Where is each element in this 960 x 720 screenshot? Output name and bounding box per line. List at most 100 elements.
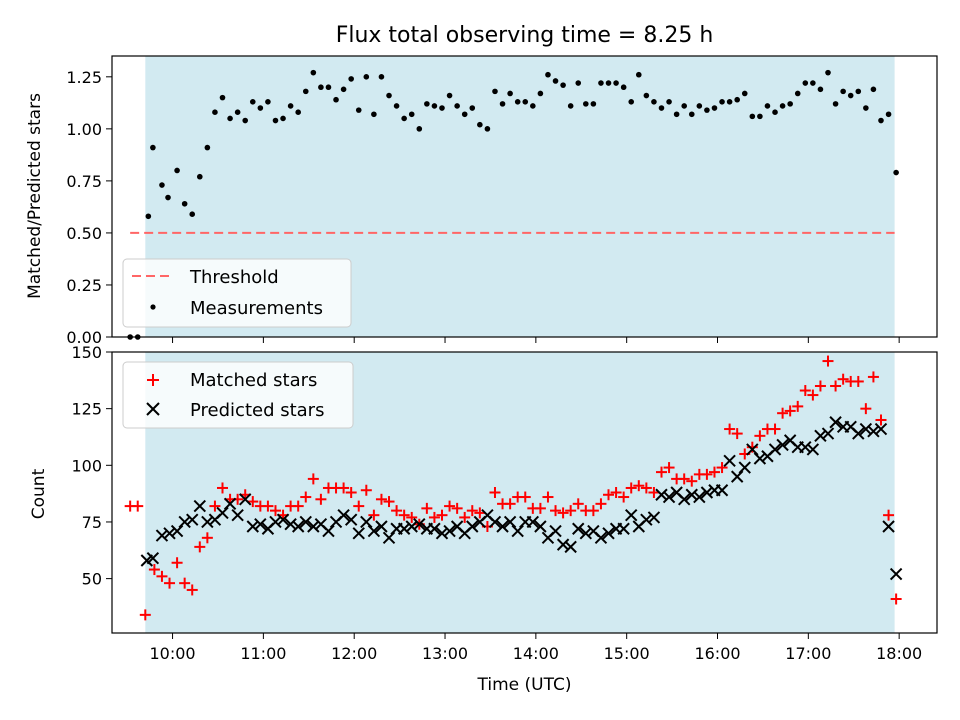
bottom-x-tick-label: 15:00 bbox=[604, 644, 650, 663]
predicted-star-point bbox=[549, 524, 562, 538]
measurement-point bbox=[878, 117, 884, 124]
measurement-point bbox=[416, 126, 423, 132]
measurement-point bbox=[431, 103, 438, 109]
matched-star-point bbox=[830, 380, 842, 392]
matched-star-point bbox=[353, 500, 365, 512]
bottom-x-tick-label: 12:00 bbox=[331, 644, 377, 663]
matched-star-point bbox=[148, 564, 160, 576]
measurement-point bbox=[734, 96, 740, 103]
matched-star-point bbox=[557, 507, 569, 519]
matched-star-point bbox=[655, 466, 667, 478]
predicted-star-point bbox=[239, 493, 252, 506]
measurement-point bbox=[477, 121, 483, 128]
top-x-ticks bbox=[172, 337, 900, 343]
measurement-point bbox=[454, 103, 460, 109]
predicted-star-point bbox=[859, 422, 873, 436]
measurement-point bbox=[469, 105, 476, 111]
matched-star-point bbox=[731, 428, 743, 440]
matched-star-point bbox=[262, 500, 274, 512]
bottom-x-tick-label: 16:00 bbox=[694, 644, 740, 663]
measurement-point bbox=[272, 117, 279, 124]
measurement-point bbox=[757, 113, 763, 120]
predicted-star-point bbox=[564, 540, 577, 554]
matched-star-point bbox=[156, 570, 168, 582]
measurement-point bbox=[302, 88, 309, 95]
matched-star-point bbox=[459, 511, 471, 523]
matched-star-point bbox=[164, 577, 176, 589]
matched-star-point bbox=[338, 482, 350, 494]
measurement-point bbox=[620, 84, 627, 91]
measurement-point bbox=[825, 69, 831, 76]
matched-star-point bbox=[209, 500, 221, 512]
measurement-point bbox=[704, 107, 710, 113]
predicted-star-point bbox=[685, 488, 698, 501]
measurement-point bbox=[325, 84, 332, 91]
predicted-star-point bbox=[360, 515, 373, 529]
measurement-point bbox=[810, 80, 816, 86]
bottom-y-axis-label: Count bbox=[29, 468, 49, 519]
legend-threshold-label: Threshold bbox=[189, 267, 279, 288]
measurement-point bbox=[658, 105, 665, 111]
matched-star-point bbox=[625, 482, 637, 494]
matched-star-point bbox=[428, 511, 440, 523]
measurement-point bbox=[174, 167, 180, 174]
predicted-star-point bbox=[201, 515, 214, 529]
bottom-y-tick-label: 50 bbox=[82, 570, 102, 589]
predicted-star-point bbox=[700, 486, 714, 499]
measurement-point bbox=[234, 109, 241, 115]
measurement-point bbox=[598, 80, 604, 86]
predicted-star-point bbox=[382, 531, 396, 545]
top-y-tick-label: 1.25 bbox=[66, 68, 102, 87]
predicted-star-point bbox=[276, 513, 290, 526]
bottom-y-tick-label: 100 bbox=[71, 456, 102, 475]
predicted-star-point bbox=[337, 508, 350, 522]
predicted-star-point bbox=[163, 527, 176, 540]
measurement-point bbox=[408, 111, 415, 118]
measurement-point bbox=[514, 98, 521, 105]
top-y-tick-label: 0.50 bbox=[66, 224, 102, 243]
bottom-x-tick-label: 17:00 bbox=[785, 644, 831, 663]
top-legend-box bbox=[122, 258, 352, 328]
bottom-axes-frame bbox=[111, 351, 938, 634]
measurement-point bbox=[863, 105, 869, 111]
matched-star-point bbox=[860, 403, 872, 415]
matched-star-point bbox=[345, 487, 357, 498]
top-y-tick-label: 0.25 bbox=[66, 276, 102, 295]
predicted-star-point bbox=[413, 518, 426, 531]
measurement-point bbox=[635, 71, 642, 78]
measurement-point bbox=[401, 115, 407, 122]
predicted-star-point bbox=[246, 520, 259, 533]
measurement-point bbox=[333, 96, 339, 103]
predicted-star-point bbox=[594, 531, 608, 545]
measurement-point bbox=[583, 101, 589, 107]
matched-star-point bbox=[269, 505, 281, 517]
measurement-point bbox=[628, 98, 635, 105]
measurement-points bbox=[127, 69, 899, 340]
measurement-point bbox=[492, 88, 498, 95]
matched-star-point bbox=[186, 584, 198, 596]
measurement-point bbox=[348, 76, 354, 82]
predicted-star-point bbox=[677, 493, 691, 506]
measurement-point bbox=[794, 90, 801, 97]
matched-star-point bbox=[875, 414, 887, 426]
measurement-point bbox=[355, 107, 362, 113]
top-y-axis-label: Matched/Predicted stars bbox=[25, 93, 45, 299]
predicted-star-point bbox=[254, 518, 267, 531]
matched-star-point bbox=[466, 505, 478, 517]
measurement-point bbox=[681, 103, 688, 109]
measurement-point bbox=[507, 90, 513, 97]
predicted-star-point bbox=[867, 425, 880, 438]
matched-star-point bbox=[708, 466, 720, 478]
predicted-star-point bbox=[223, 497, 237, 511]
measurement-point bbox=[280, 115, 286, 122]
measurement-point bbox=[522, 98, 529, 105]
measurement-point bbox=[227, 115, 233, 122]
predicted-star-point bbox=[806, 443, 820, 456]
matched-star-point bbox=[633, 480, 645, 492]
matched-star-point bbox=[194, 541, 206, 553]
predicted-star-point bbox=[291, 520, 305, 533]
measurement-point bbox=[643, 92, 650, 99]
predicted-star-point bbox=[625, 508, 638, 522]
predicted-star-point bbox=[466, 520, 479, 533]
predicted-star-point bbox=[216, 506, 229, 520]
